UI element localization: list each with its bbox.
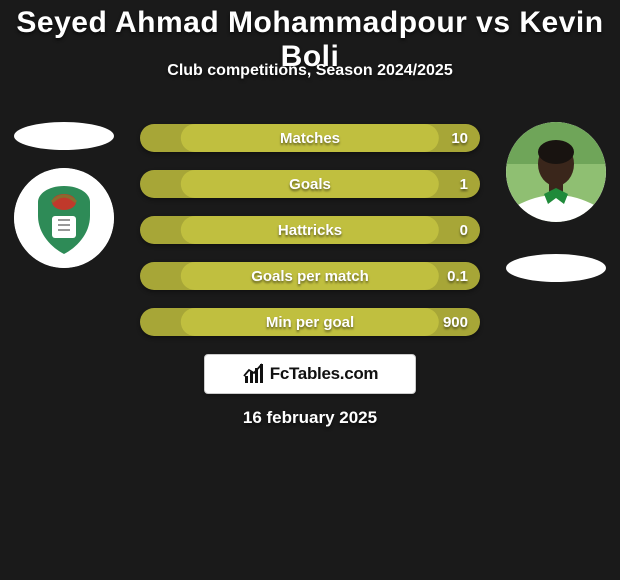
stat-bar: Hattricks 0 [140,216,480,244]
player-right-placeholder [506,254,606,282]
stat-right-value: 900 [443,314,468,331]
stat-bar: Goals 1 [140,170,480,198]
brand-text: FcTables.com [270,364,379,384]
stat-label: Goals per match [251,268,369,285]
stat-label: Matches [280,130,340,147]
stat-label: Goals [289,176,331,193]
stat-bars: Matches 10 Goals 1 Hattricks 0 Goals per… [140,124,480,336]
player-left-badge [14,168,114,268]
stat-right-value: 10 [451,130,468,147]
stat-right-value: 1 [460,176,468,193]
club-crest-icon [14,168,114,268]
player-left-placeholder [14,122,114,150]
subtitle: Club competitions, Season 2024/2025 [0,62,620,80]
stat-right-value: 0.1 [447,268,468,285]
stat-label: Hattricks [278,222,342,239]
brand-link[interactable]: FcTables.com [204,354,416,394]
date-text: 16 february 2025 [0,408,620,428]
player-right-photo [506,122,606,222]
player-photo-icon [506,122,606,222]
stat-right-value: 0 [460,222,468,239]
stat-bar: Min per goal 900 [140,308,480,336]
chart-icon [242,362,266,386]
stat-bar: Goals per match 0.1 [140,262,480,290]
stat-label: Min per goal [266,314,354,331]
stat-bar: Matches 10 [140,124,480,152]
player-left [14,122,114,268]
player-right [506,122,606,282]
